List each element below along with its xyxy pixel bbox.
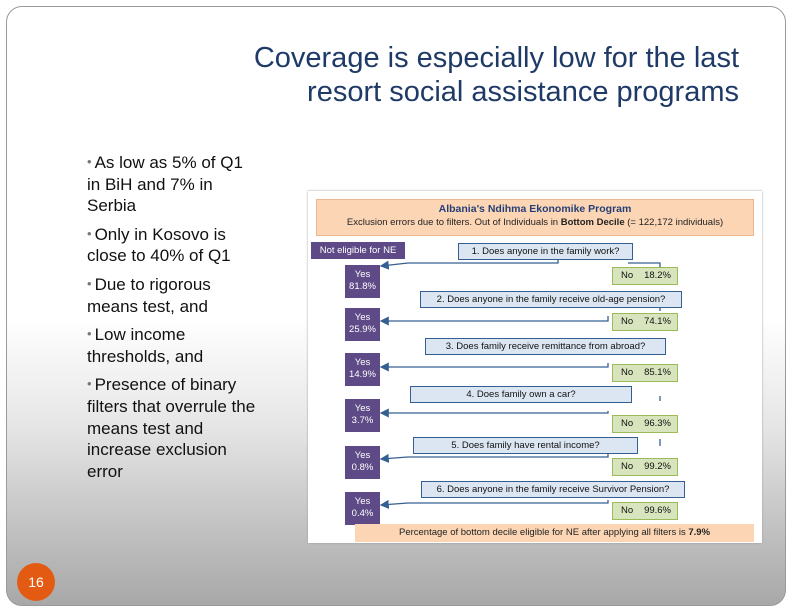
filter-question-6: 6. Does anyone in the family receive Sur… xyxy=(421,481,685,498)
filter-flow-diagram: Albania's Ndihma Ekonomike Program Exclu… xyxy=(308,191,762,543)
diagram-header: Albania's Ndihma Ekonomike Program Exclu… xyxy=(316,199,754,236)
no-box-3: No 85.1% xyxy=(612,364,678,382)
filter-question-2: 2. Does anyone in the family receive old… xyxy=(420,291,682,308)
diagram-heading: Albania's Ndihma Ekonomike Program xyxy=(438,203,632,215)
bullet-item: • Presence of binary filters that overrul… xyxy=(87,375,256,481)
filter-question-4: 4. Does family own a car? xyxy=(410,386,632,403)
filter-question-3: 3. Does family receive remittance from a… xyxy=(425,338,666,355)
bullet-icon: • xyxy=(87,376,92,392)
no-box-4: No 96.3% xyxy=(612,415,678,433)
yes-box-2: Yes 25.9% xyxy=(345,308,380,341)
title-line-1: Coverage is especially low for the last xyxy=(253,42,739,74)
title-line-2: resort social assistance programs xyxy=(307,76,739,108)
bullet-item: • As low as 5% of Q1 in BiH and 7% in Ser… xyxy=(87,153,243,216)
yes-box-1: Yes 81.8% xyxy=(345,265,380,298)
no-box-2: No 74.1% xyxy=(612,313,678,331)
bullet-icon: • xyxy=(87,326,92,342)
bullet-icon: • xyxy=(87,154,92,169)
not-eligible-label: Not eligible for NE xyxy=(311,242,405,259)
bullet-icon: • xyxy=(87,275,92,291)
bullet-item: • Low income thresholds, and xyxy=(87,325,204,366)
diagram-footer: Percentage of bottom decile eligible for… xyxy=(355,524,754,542)
bullet-icon: • xyxy=(87,225,92,241)
yes-box-6: Yes 0.4% xyxy=(345,492,380,525)
filter-question-1: 1. Does anyone in the family work? xyxy=(458,243,633,260)
no-box-1: No 18.2% xyxy=(612,267,678,285)
bullet-list: • As low as 5% of Q1 in BiH and 7% in Ser… xyxy=(87,151,257,488)
diagram-subheading: Exclusion errors due to filters. Out of … xyxy=(346,217,724,228)
no-box-6: No 99.6% xyxy=(612,502,678,520)
page-number-badge: 16 xyxy=(17,563,55,601)
bullet-item: • Due to rigorous means test, and xyxy=(87,274,211,316)
yes-box-5: Yes 0.8% xyxy=(345,446,380,479)
no-box-5: No 99.2% xyxy=(612,458,678,476)
slide-title: Coverage is especially low for the last … xyxy=(139,41,739,109)
filter-question-5: 5. Does family have rental income? xyxy=(413,437,638,454)
bullet-item: • Only in Kosovo is close to 40% of Q1 xyxy=(87,224,231,266)
yes-box-3: Yes 14.9% xyxy=(345,353,380,386)
yes-box-4: Yes 3.7% xyxy=(345,399,380,432)
slide: Coverage is especially low for the last … xyxy=(6,6,786,606)
